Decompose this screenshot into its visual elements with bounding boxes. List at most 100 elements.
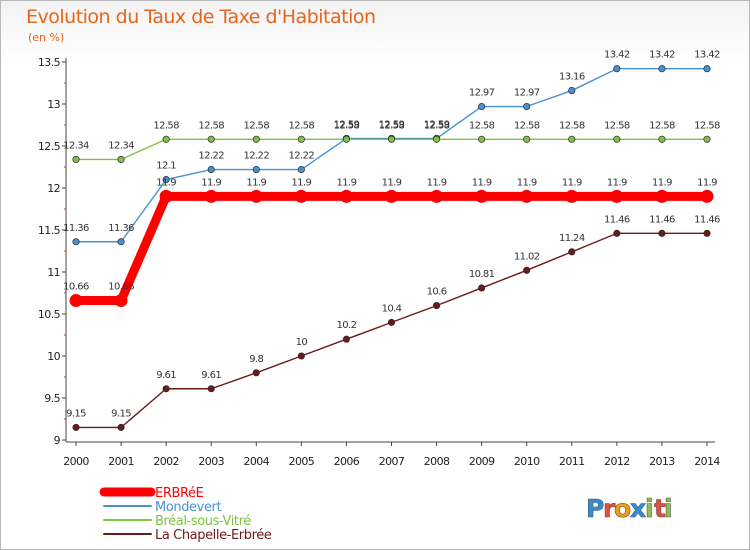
logo-letter: i xyxy=(664,494,673,523)
x-tick-label: 2005 xyxy=(289,455,315,468)
x-tick-label: 2008 xyxy=(424,455,450,468)
data-label: 11.9 xyxy=(697,177,717,188)
data-point xyxy=(387,318,396,326)
chart-unit-label: (en %) xyxy=(28,31,65,44)
x-tick-label: 2002 xyxy=(153,455,179,468)
data-label: 12.58 xyxy=(514,120,540,131)
data-point xyxy=(294,189,308,203)
logo-letter: t xyxy=(654,494,666,523)
data-label: 11.9 xyxy=(246,177,266,188)
data-point xyxy=(568,135,576,143)
data-label: 12.22 xyxy=(289,151,315,162)
y-tick-label: 9.5 xyxy=(44,392,60,405)
data-point xyxy=(117,238,125,246)
data-point xyxy=(207,135,215,143)
data-label: 12.22 xyxy=(243,151,269,162)
data-point xyxy=(342,335,350,343)
logo-letter: i xyxy=(645,494,654,523)
data-point xyxy=(523,135,531,143)
data-label: 12.22 xyxy=(198,151,224,162)
data-point xyxy=(523,102,531,111)
logo-letter: o xyxy=(614,494,631,523)
logo-letter: x xyxy=(630,494,646,523)
y-tick-label: 13.5 xyxy=(38,56,61,69)
data-label: 9.61 xyxy=(156,370,176,381)
data-label: 10.6 xyxy=(427,287,447,298)
series-labels-0: 10.66 10.66 11.9 11.9 11.9 11.9 11.9 11.9 11.9 11… xyxy=(63,177,718,292)
data-point xyxy=(249,189,263,203)
data-label: 9.15 xyxy=(111,408,131,419)
logo-letter: r xyxy=(603,494,616,523)
data-label: 12.58 xyxy=(198,120,224,131)
data-point xyxy=(162,176,170,184)
data-point xyxy=(72,238,80,246)
data-point xyxy=(385,189,398,203)
x-tick-label: 2000 xyxy=(63,455,89,468)
data-label: 11.24 xyxy=(559,233,585,244)
data-point xyxy=(117,423,125,431)
data-label: 11.46 xyxy=(694,214,720,225)
data-label: 12.59 xyxy=(424,119,450,130)
data-point xyxy=(297,135,305,143)
x-tick-label: 2011 xyxy=(559,455,585,468)
data-point xyxy=(703,65,711,73)
series-2 xyxy=(72,135,711,163)
data-label: 10.4 xyxy=(382,303,402,314)
data-label: 12.34 xyxy=(108,140,134,151)
y-tick-label: 9 xyxy=(54,434,61,447)
legend-label: Bréal-sous-Vitré xyxy=(155,514,251,529)
series-labels-3: 9.15 9.15 9.61 9.61 9.8 10 10.2 10.4 10.6 10.81 11… xyxy=(66,214,721,419)
x-tick-label: 2012 xyxy=(604,455,630,468)
data-label: 11.9 xyxy=(517,177,537,188)
data-label: 11.36 xyxy=(108,223,134,234)
x-tick-label: 2006 xyxy=(334,455,360,468)
data-label: 12.97 xyxy=(514,88,540,99)
y-tick-label: 12 xyxy=(47,182,60,195)
data-point xyxy=(478,284,486,292)
legend-label: La Chapelle-Erbrée xyxy=(155,528,272,543)
data-point xyxy=(207,165,215,174)
data-label: 12.58 xyxy=(289,120,315,131)
data-label: 10.2 xyxy=(336,320,356,331)
data-point xyxy=(478,135,486,143)
data-point xyxy=(433,135,441,143)
data-label: 11.46 xyxy=(604,214,630,225)
data-label: 9.61 xyxy=(201,370,221,381)
data-label: 11.02 xyxy=(514,251,540,262)
data-label: 11.9 xyxy=(652,177,672,188)
data-point xyxy=(117,155,125,163)
data-point xyxy=(69,294,83,308)
data-point xyxy=(700,189,714,203)
y-tick-label: 11 xyxy=(47,266,60,279)
data-point xyxy=(72,423,80,431)
data-label: 12.58 xyxy=(649,120,675,131)
data-label: 12.58 xyxy=(243,120,269,131)
data-point xyxy=(204,189,218,203)
data-point xyxy=(475,189,489,203)
legend-label: Mondevert xyxy=(155,500,221,515)
data-label: 12.34 xyxy=(63,140,89,151)
y-tick-label: 10.5 xyxy=(38,308,61,321)
data-label: 12.59 xyxy=(334,119,360,130)
data-label: 9.8 xyxy=(249,354,263,365)
data-point xyxy=(478,102,486,111)
x-tick-label: 2004 xyxy=(243,455,269,468)
data-point xyxy=(658,65,666,73)
data-point xyxy=(207,385,215,393)
data-label: 11.9 xyxy=(562,177,582,188)
x-tick-label: 2001 xyxy=(108,455,134,468)
data-point xyxy=(523,266,531,274)
y-tick-label: 11.5 xyxy=(38,224,61,237)
data-point xyxy=(114,294,128,308)
data-label: 12.58 xyxy=(153,120,179,131)
data-point xyxy=(568,87,576,95)
data-point xyxy=(430,189,444,203)
data-point xyxy=(252,369,260,377)
data-label: 11.9 xyxy=(382,177,402,188)
data-point xyxy=(297,165,305,174)
x-tick-label: 2007 xyxy=(379,455,405,468)
